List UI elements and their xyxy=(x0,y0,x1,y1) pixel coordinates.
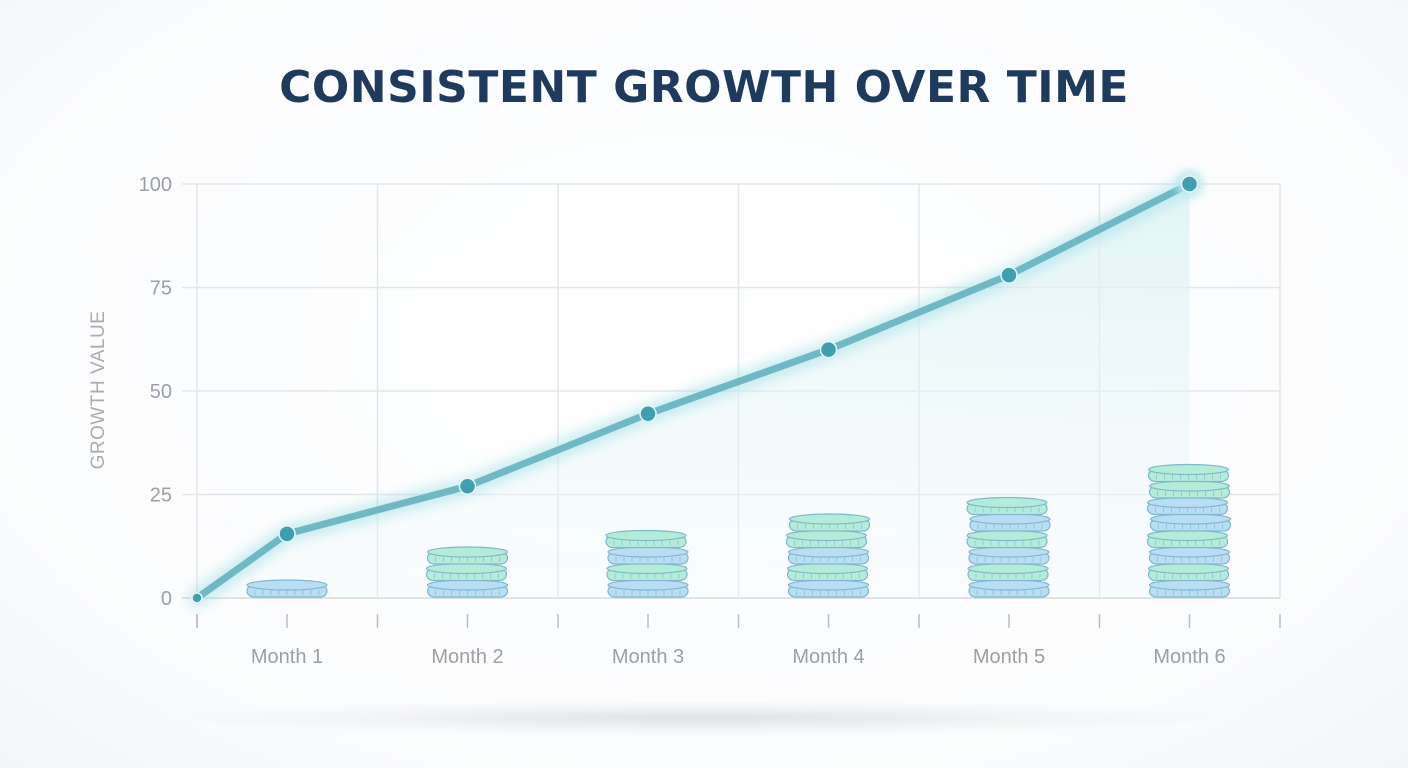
y-tick-label: 25 xyxy=(150,485,172,507)
x-tick-label: Month 1 xyxy=(251,646,323,668)
coin xyxy=(967,562,1049,582)
data-point-6 xyxy=(1180,175,1199,193)
coin xyxy=(246,579,328,598)
coin xyxy=(966,496,1048,516)
coin xyxy=(788,513,871,532)
coin xyxy=(785,529,868,549)
coin xyxy=(1146,496,1229,516)
coin xyxy=(606,562,688,582)
coin xyxy=(1148,480,1231,499)
coin-stack-4 xyxy=(785,513,871,598)
coin xyxy=(786,562,869,582)
coin-stack-5 xyxy=(966,496,1051,598)
coin xyxy=(1149,513,1232,532)
data-point-2 xyxy=(458,477,477,495)
floor-shadow xyxy=(180,700,1220,736)
coin xyxy=(969,513,1051,532)
coin xyxy=(1148,546,1231,565)
coin-stack-1 xyxy=(246,579,328,598)
coin xyxy=(605,529,687,549)
coin xyxy=(966,529,1048,549)
series-line-group xyxy=(188,170,1204,607)
coin xyxy=(968,579,1050,598)
data-point-3 xyxy=(639,405,657,423)
coin xyxy=(968,546,1050,565)
coin xyxy=(607,546,689,565)
y-ticks: 0 25 50 75 100 xyxy=(139,174,172,610)
data-point-0 xyxy=(191,592,203,604)
data-point-1 xyxy=(278,525,296,543)
coin xyxy=(787,546,870,565)
coin-stack-6 xyxy=(1146,463,1232,598)
y-tick-label: 50 xyxy=(150,381,172,403)
coin xyxy=(1147,562,1230,582)
x-tick-label: Month 6 xyxy=(1153,646,1225,668)
coin xyxy=(426,579,509,598)
chart-title: CONSISTENT GROWTH OVER TIME xyxy=(279,62,1129,113)
coin-stack-2 xyxy=(425,546,509,598)
coin-stacks xyxy=(246,463,1232,598)
x-tick-label: Month 3 xyxy=(612,646,684,668)
data-point-4 xyxy=(819,340,838,359)
x-tick-label: Month 5 xyxy=(973,646,1045,668)
coin xyxy=(607,579,689,598)
coin xyxy=(1146,529,1229,549)
x-tick-label: Month 4 xyxy=(792,646,864,668)
coin xyxy=(425,562,508,582)
y-tick-label: 75 xyxy=(150,278,172,300)
coin-stack-3 xyxy=(605,529,689,598)
coin xyxy=(426,546,509,565)
y-tick-label: 100 xyxy=(139,174,172,196)
coin xyxy=(787,579,870,598)
data-point-5 xyxy=(1000,266,1018,284)
x-tick-label: Month 2 xyxy=(431,646,503,668)
y-tick-label: 0 xyxy=(161,588,172,610)
x-ticks: Month 1 Month 2 Month 3 Month 4 Month 5 Month… xyxy=(196,614,1281,668)
coin xyxy=(1147,463,1230,483)
coin xyxy=(1148,579,1231,598)
